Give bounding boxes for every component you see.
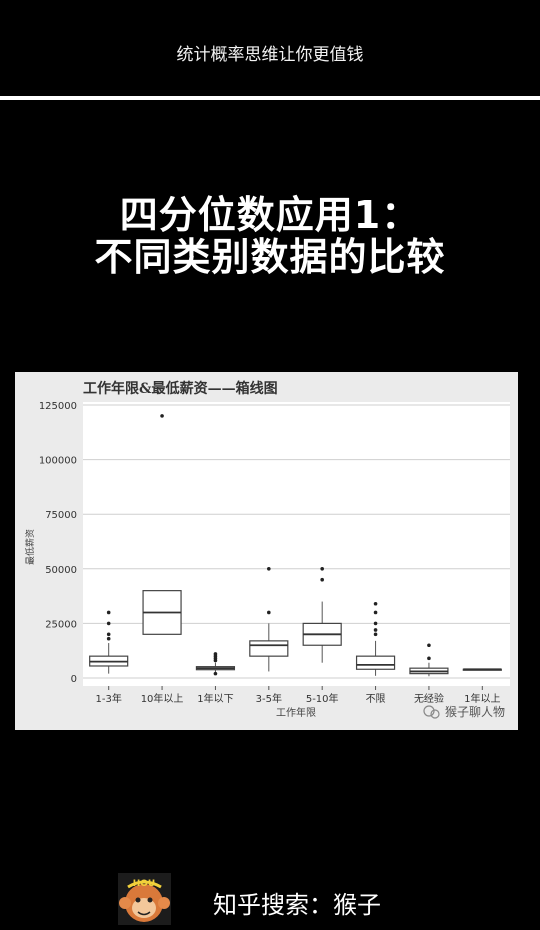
monkey-face-icon: HOU xyxy=(118,873,171,925)
y-tick-label: 75000 xyxy=(45,510,77,521)
box-6 xyxy=(355,601,396,676)
outlier-point xyxy=(373,610,378,615)
y-tick-label: 0 xyxy=(71,674,77,685)
box-8 xyxy=(462,668,502,671)
outlier-point xyxy=(106,610,111,615)
outlier-point xyxy=(213,671,218,676)
plot-area xyxy=(83,402,510,686)
box-5 xyxy=(302,567,342,663)
chart-title: 工作年限&最低薪资——箱线图 xyxy=(83,380,278,397)
outlier-point xyxy=(373,628,378,632)
boxplot-svg: 工作年限&最低薪资——箱线图 0 25000 50000 75000 100000 125… xyxy=(24,380,510,719)
outlier-point xyxy=(106,632,111,637)
outlier-point xyxy=(427,656,431,661)
outlier-point xyxy=(160,414,164,418)
top-caption: 统计概率思维让你更值钱 xyxy=(176,45,364,65)
x-tick-label: 无经验 xyxy=(414,692,444,705)
x-axis-label: 工作年限 xyxy=(276,706,316,719)
outlier-point xyxy=(267,610,271,615)
x-tick-label: 1-3年 xyxy=(96,692,122,705)
wechat-icon-bubble xyxy=(430,709,440,719)
outlier-point xyxy=(320,567,324,571)
footer-search-text: 知乎搜索：猴子 xyxy=(213,891,381,919)
box-body xyxy=(249,640,289,657)
outlier-point xyxy=(320,577,324,582)
box-7 xyxy=(409,643,449,677)
boxplot-chart: 工作年限&最低薪资——箱线图 0 25000 50000 75000 100000 125… xyxy=(15,372,518,730)
monkey-logo: HOU xyxy=(118,873,171,925)
y-tick-label: 100000 xyxy=(39,456,77,467)
top-divider xyxy=(0,96,540,100)
x-tick-label: 1年以下 xyxy=(197,692,233,705)
y-tick-label: 25000 xyxy=(45,619,77,630)
x-tick-label: 5-10年 xyxy=(306,692,339,705)
y-tick-label: 50000 xyxy=(45,565,77,576)
box-4 xyxy=(249,567,289,672)
x-tick-labels: 1-3年 10年以上 1年以下 3-5年 5-10年 不限 无经验 1年以上 xyxy=(96,686,501,705)
outlier-point xyxy=(373,632,378,637)
box-1 xyxy=(89,610,129,674)
wechat-icon xyxy=(423,705,435,717)
logo-text: HOU xyxy=(133,879,156,889)
y-tick-label: 125000 xyxy=(39,401,77,412)
outlier-point xyxy=(213,652,218,656)
outlier-point xyxy=(267,567,271,571)
y-tick-labels: 0 25000 50000 75000 100000 125000 xyxy=(39,401,77,685)
box-2 xyxy=(142,414,182,635)
outlier-point xyxy=(106,621,111,626)
outlier-point xyxy=(373,601,378,606)
x-tick-label: 不限 xyxy=(366,693,386,705)
x-tick-label: 1年以上 xyxy=(464,692,500,705)
headline-line-2: 不同类别数据的比较 xyxy=(94,235,446,279)
watermark-text: 猴子聊人物 xyxy=(445,705,505,719)
watermark: 猴子聊人物 xyxy=(423,705,505,719)
outlier-point xyxy=(373,621,378,626)
outlier-point xyxy=(106,636,111,641)
x-tick-label: 10年以上 xyxy=(141,692,184,705)
y-axis-label: 最低薪资 xyxy=(24,529,36,565)
boxes xyxy=(89,414,502,677)
headline-line-1: 四分位数应用1： xyxy=(119,193,421,237)
box-3 xyxy=(195,652,236,676)
box-body xyxy=(355,655,396,670)
outlier-point xyxy=(427,643,431,648)
x-tick-label: 3-5年 xyxy=(256,692,282,705)
